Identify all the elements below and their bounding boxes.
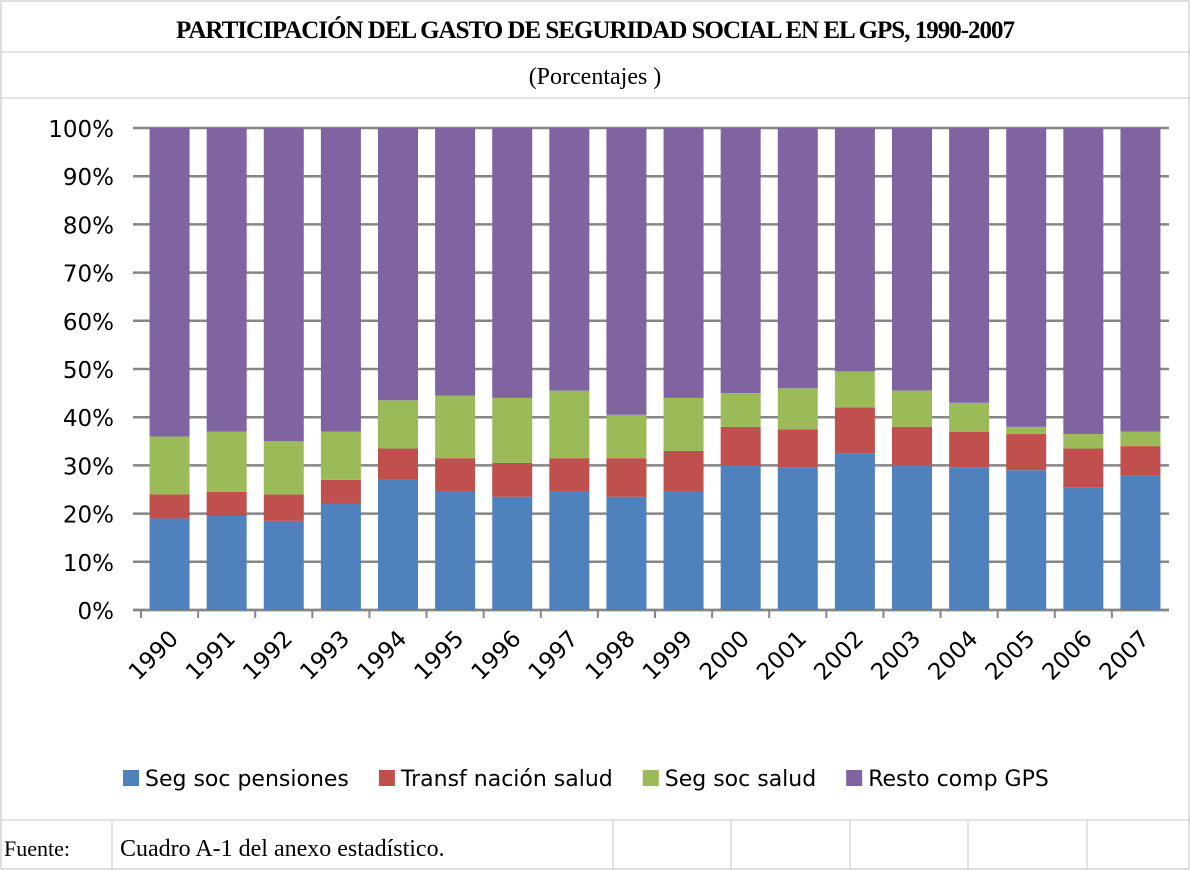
legend-swatch: [378, 770, 395, 786]
chart-title: PARTICIPACIÓN DEL GASTO DE SEGURIDAD SOC…: [176, 16, 1015, 44]
legend-swatch: [642, 770, 659, 786]
legend-label: Seg soc salud: [665, 767, 816, 792]
bar-segment: [320, 479, 361, 504]
bar-segment: [320, 128, 361, 432]
bar-segment: [1006, 128, 1047, 427]
bar-segment: [892, 128, 932, 391]
bar-segment: [834, 128, 875, 372]
legend-label: Seg soc pensiones: [145, 767, 349, 792]
bar-segment: [949, 402, 990, 432]
bar-segment: [492, 128, 533, 398]
bar-segment: [492, 397, 533, 463]
bar-segment: [378, 448, 418, 480]
bar-segment: [663, 491, 704, 610]
bar-segment: [263, 441, 304, 495]
bar-segment: [720, 128, 761, 394]
source-label: Fuente:: [4, 836, 70, 861]
bar-segment: [777, 128, 818, 389]
bar-segment: [892, 426, 932, 466]
bar-segment: [1120, 128, 1161, 432]
bar-segment: [663, 450, 704, 492]
legend-swatch: [846, 770, 863, 786]
bar-segment: [777, 429, 818, 468]
bar-segment: [834, 407, 875, 454]
bar-segment: [149, 518, 190, 610]
y-tick-label: 0%: [78, 599, 115, 625]
source-text: Cuadro A-1 del anexo estadístico.: [120, 836, 445, 862]
bar-segment: [435, 491, 476, 610]
y-tick-label: 100%: [48, 117, 114, 143]
bar-segment: [378, 479, 418, 610]
bar-segment: [720, 426, 761, 466]
bar-segment: [263, 520, 304, 610]
bar-segment: [777, 467, 818, 610]
bar-segment: [834, 453, 875, 610]
bar-segment: [1063, 487, 1104, 610]
bar-segment: [892, 465, 932, 610]
bar-segment: [663, 397, 704, 451]
bar-segment: [606, 128, 647, 415]
y-tick-label: 30%: [63, 454, 114, 480]
bar-segment: [149, 128, 190, 437]
bar-segment: [549, 128, 590, 391]
bar-segment: [1120, 446, 1161, 476]
bar-segment: [1120, 431, 1161, 447]
y-tick-label: 80%: [63, 213, 114, 239]
bar-segment: [1120, 475, 1161, 610]
bar-segment: [149, 436, 190, 495]
bar-segment: [549, 491, 590, 610]
bar-segment: [549, 390, 590, 459]
bar-segment: [949, 128, 990, 403]
y-tick-label: 60%: [63, 310, 114, 336]
bar-segment: [834, 371, 875, 408]
bar-segment: [549, 458, 590, 492]
bar-segment: [435, 128, 476, 396]
cell-lines: [111, 820, 1088, 870]
legend-swatch: [123, 770, 139, 786]
bar-segment: [949, 467, 990, 610]
bar-segment: [206, 128, 247, 432]
bar-segment: [206, 491, 247, 517]
bar-segment: [720, 465, 761, 610]
bar-segment: [492, 496, 533, 610]
bar-segment: [720, 393, 761, 427]
bar-segment: [206, 516, 247, 610]
bar-segment: [378, 128, 418, 401]
bar-segment: [435, 395, 476, 459]
bar-segment: [892, 390, 932, 427]
bar-segment: [949, 431, 990, 468]
y-tick-label: 10%: [63, 551, 114, 577]
bar-segment: [378, 400, 418, 449]
bar-segment: [1063, 448, 1104, 488]
bar-segment: [206, 431, 247, 492]
bar-segment: [320, 503, 361, 610]
bar-segment: [606, 496, 647, 610]
bar-segment: [1063, 434, 1104, 449]
y-tick-label: 70%: [63, 262, 114, 288]
bar-segment: [435, 458, 476, 492]
bar-segment: [663, 128, 704, 398]
y-tick-label: 40%: [63, 406, 114, 432]
legend-label: Resto comp GPS: [868, 767, 1049, 792]
y-tick-label: 50%: [63, 358, 114, 384]
bar-segment: [1006, 426, 1047, 435]
bar-segment: [606, 458, 647, 497]
bar-segment: [492, 462, 533, 497]
chart-subtitle: (Porcentajes ): [529, 64, 662, 90]
legend-label: Transf nación salud: [400, 767, 613, 792]
bar-segment: [1063, 128, 1104, 435]
bar-segment: [777, 388, 818, 430]
y-tick-label: 90%: [63, 165, 114, 191]
bar-segment: [263, 494, 304, 521]
bar-segment: [1006, 434, 1047, 471]
bar-segment: [606, 414, 647, 459]
bar-segment: [263, 128, 304, 442]
bar-segment: [149, 494, 190, 519]
bar-segment: [320, 431, 361, 480]
y-tick-label: 20%: [63, 503, 114, 529]
bar-segment: [1006, 470, 1047, 610]
